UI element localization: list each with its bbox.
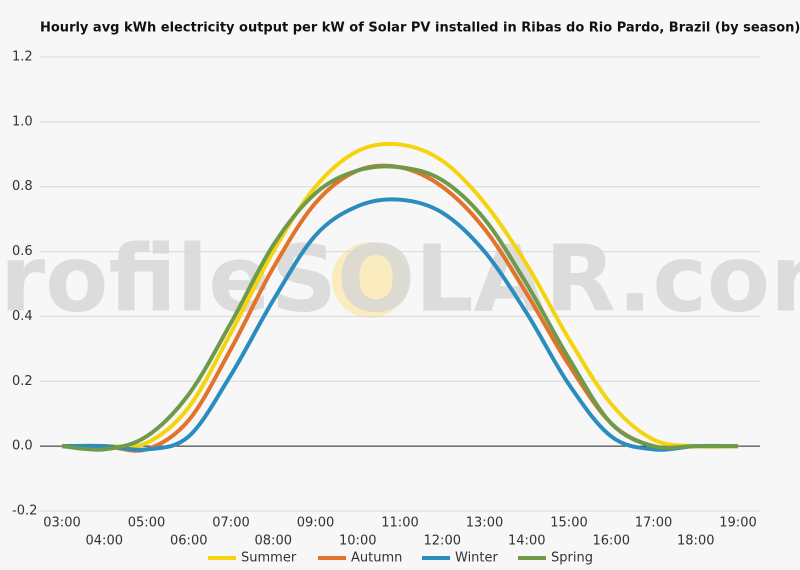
y-tick-label: 1.2 bbox=[12, 50, 33, 65]
legend-label: Autumn bbox=[351, 551, 402, 566]
x-tick-label: 13:00 bbox=[466, 516, 503, 531]
x-tick-label: 09:00 bbox=[297, 516, 334, 531]
x-tick-label: 18:00 bbox=[677, 534, 714, 549]
series-line bbox=[61, 164, 738, 452]
x-tick-label: 17:00 bbox=[635, 516, 672, 531]
y-tick-label: 0.8 bbox=[12, 179, 33, 194]
y-tick-label: 0.6 bbox=[12, 244, 33, 259]
series-line bbox=[61, 141, 739, 449]
x-tick-label: 10:00 bbox=[339, 534, 376, 549]
legend-label: Summer bbox=[241, 551, 297, 566]
legend-label: Winter bbox=[455, 551, 499, 566]
watermark-sun bbox=[332, 242, 408, 318]
y-tick-label: 0.2 bbox=[12, 374, 33, 389]
y-tick-label: 0.4 bbox=[12, 309, 33, 324]
x-tick-label: 04:00 bbox=[86, 534, 123, 549]
y-tick-label: -0.2 bbox=[12, 504, 37, 519]
x-tick-label: 16:00 bbox=[593, 534, 630, 549]
chart-title: Hourly avg kWh electricity output per kW… bbox=[40, 21, 800, 36]
watermark: profileSOLAR.com bbox=[0, 225, 800, 332]
y-tick-label: 0.0 bbox=[12, 439, 33, 454]
x-tick-label: 06:00 bbox=[170, 534, 207, 549]
y-tick-label: 1.0 bbox=[12, 114, 33, 129]
legend-label: Spring bbox=[551, 551, 593, 566]
x-tick-label: 12:00 bbox=[424, 534, 461, 549]
x-tick-label: 15:00 bbox=[550, 516, 587, 531]
x-tick-label: 07:00 bbox=[212, 516, 249, 531]
x-tick-label: 05:00 bbox=[128, 516, 165, 531]
series-line bbox=[61, 197, 739, 452]
x-tick-label: 03:00 bbox=[43, 516, 80, 531]
x-tick-label: 08:00 bbox=[255, 534, 292, 549]
x-tick-label: 11:00 bbox=[381, 516, 418, 531]
x-tick-label: 19:00 bbox=[719, 516, 756, 531]
x-tick-label: 14:00 bbox=[508, 534, 545, 549]
